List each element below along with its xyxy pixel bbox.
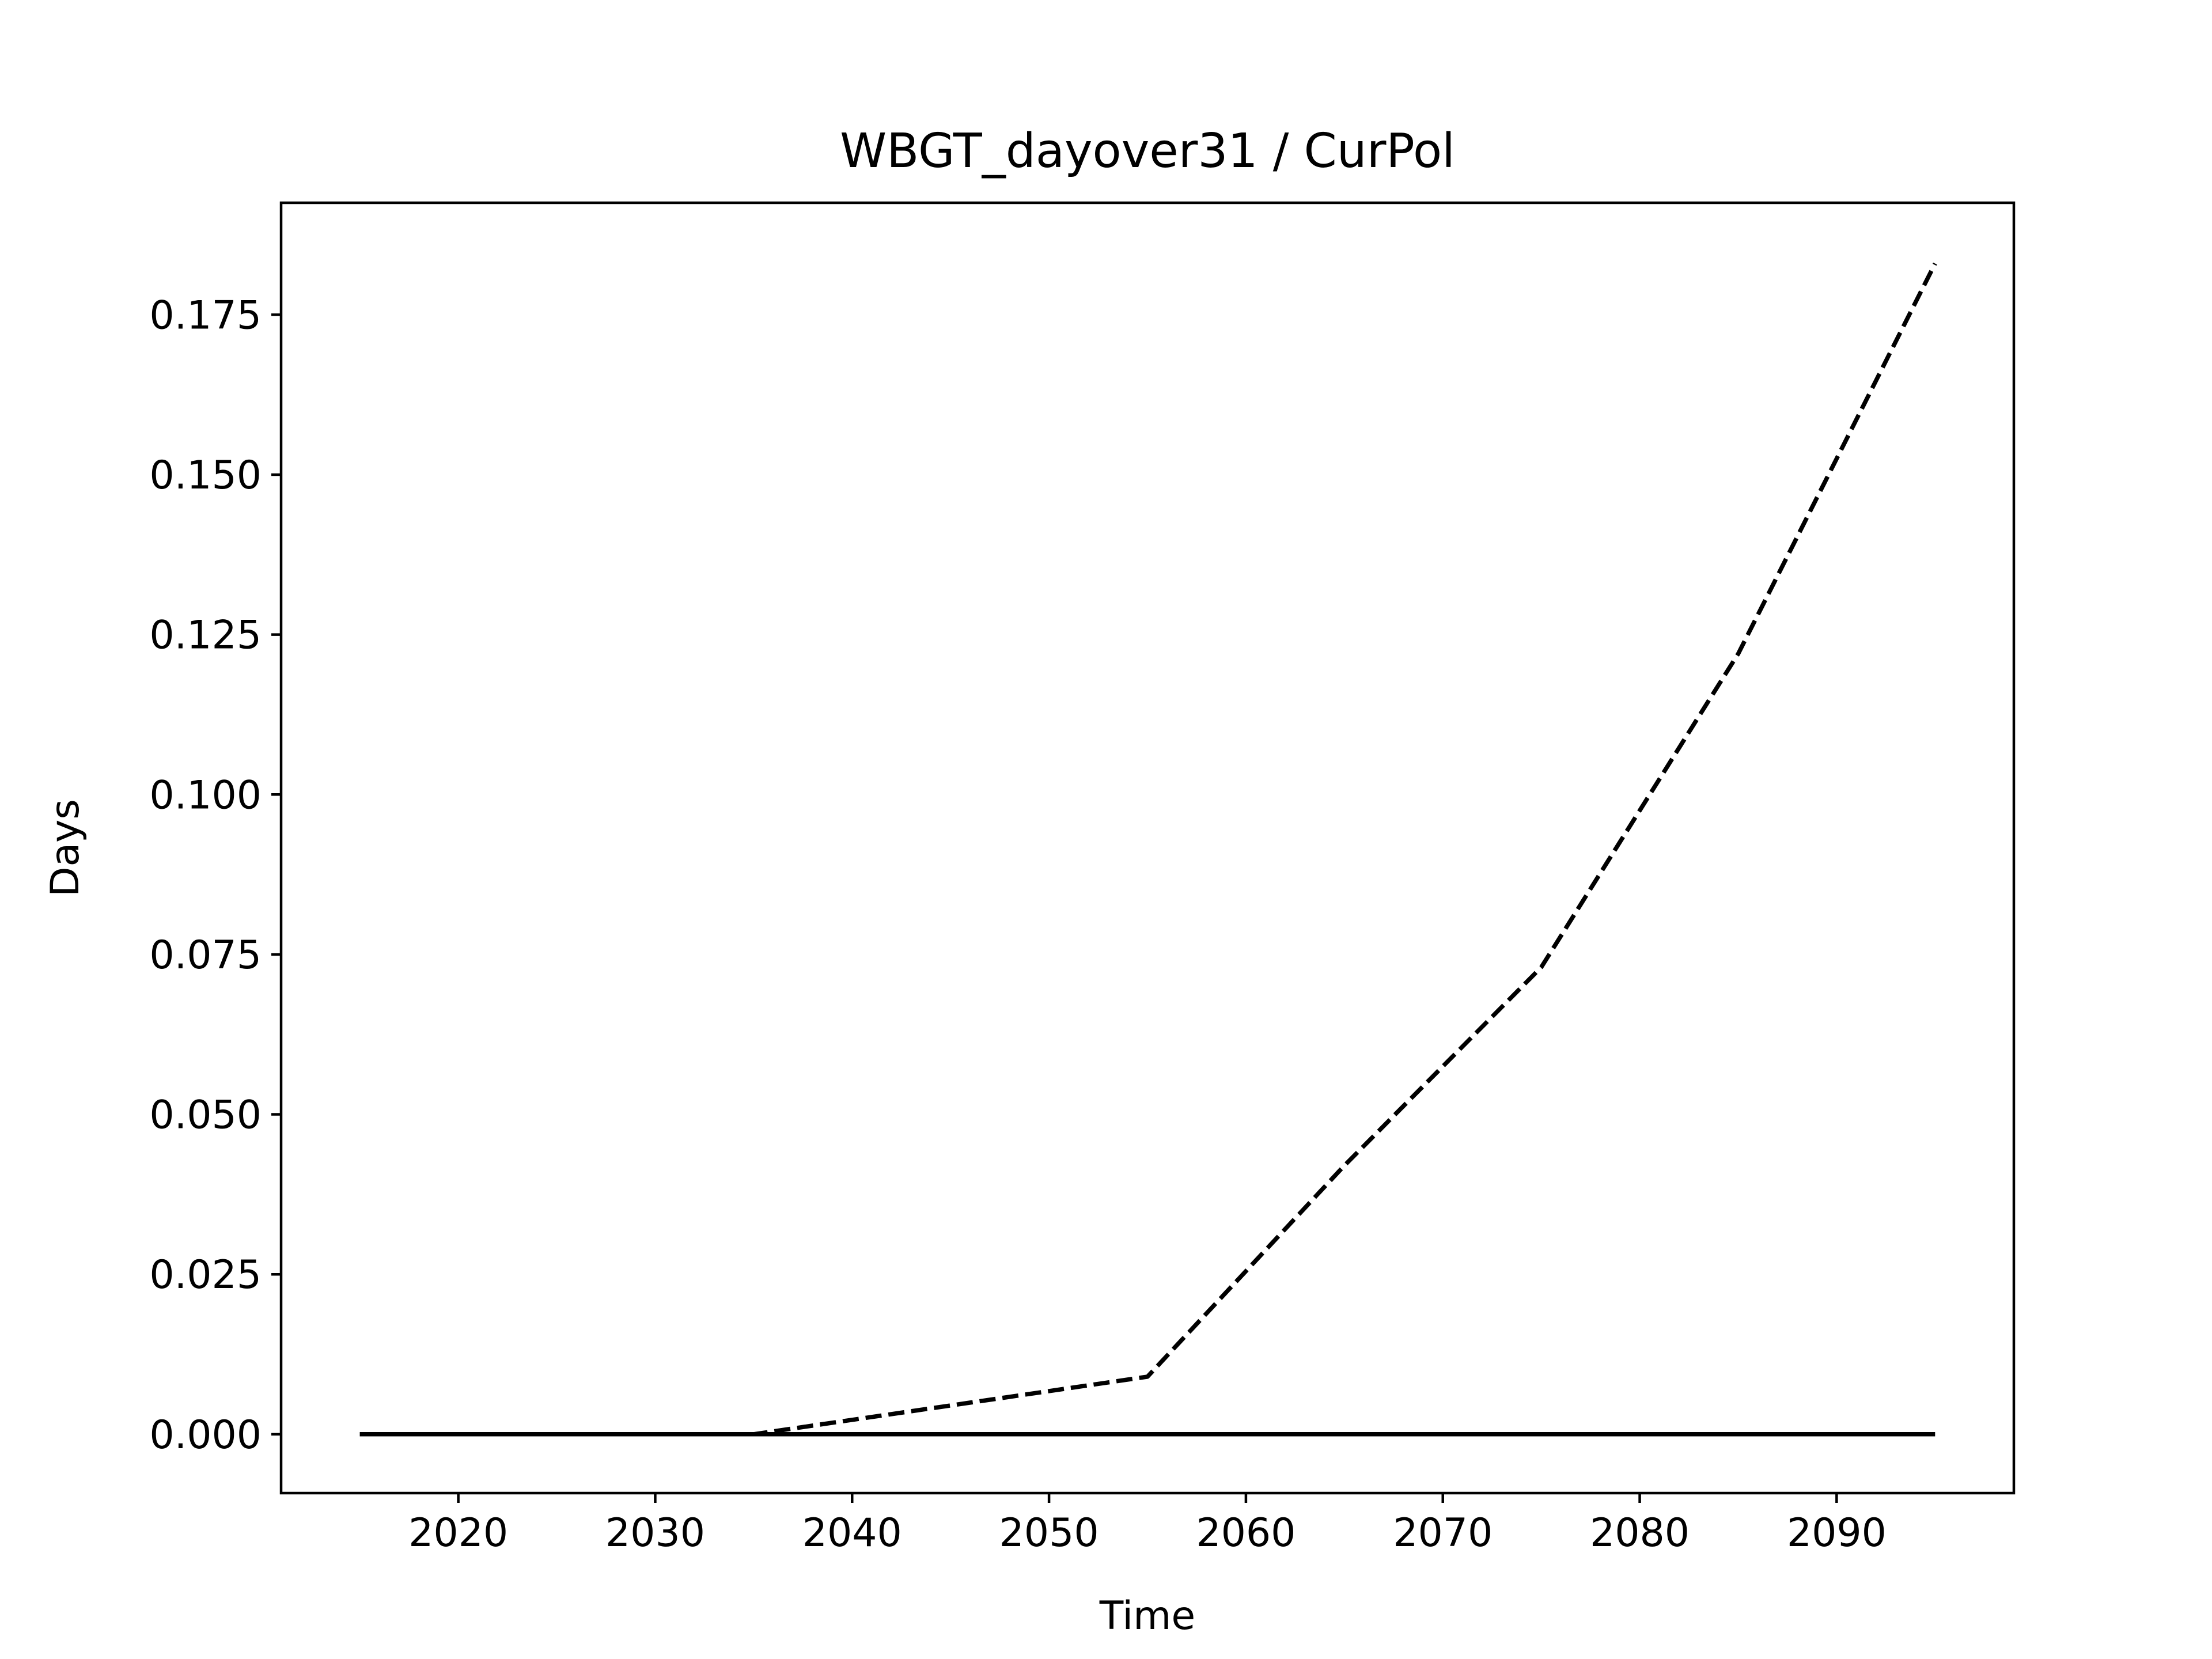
x-tick-label: 2020 bbox=[408, 1510, 508, 1556]
x-axis-label: Time bbox=[1099, 1593, 1195, 1639]
chart-title: WBGT_dayover31 / CurPol bbox=[840, 124, 1455, 179]
plot-frame bbox=[279, 201, 2016, 1495]
x-tick-label: 2050 bbox=[999, 1510, 1099, 1556]
series-layer bbox=[359, 262, 1937, 1437]
y-axis: 0.000 0.025 0.050 0.075 0.100 0.125 0.150 0.175 bbox=[149, 293, 281, 1458]
y-tick-label: 0.075 bbox=[149, 933, 262, 978]
x-tick-label: 2040 bbox=[802, 1510, 902, 1556]
x-tick-label: 2030 bbox=[605, 1510, 705, 1556]
x-axis: 2020 2030 2040 2050 2060 2070 2080 2090 bbox=[408, 1493, 1887, 1556]
y-tick-label: 0.000 bbox=[149, 1412, 262, 1458]
y-tick-label: 0.050 bbox=[149, 1093, 262, 1138]
y-axis-label: Days bbox=[43, 799, 88, 897]
y-tick-label: 0.025 bbox=[149, 1252, 262, 1298]
y-tick-label: 0.125 bbox=[149, 613, 262, 658]
x-tick-label: 2080 bbox=[1590, 1510, 1690, 1556]
y-tick-label: 0.150 bbox=[149, 453, 262, 498]
x-tick-label: 2060 bbox=[1196, 1510, 1296, 1556]
y-tick-label: 0.100 bbox=[149, 772, 262, 818]
y-tick-label: 0.175 bbox=[149, 293, 262, 338]
x-tick-label: 2090 bbox=[1787, 1510, 1887, 1556]
x-tick-label: 2070 bbox=[1393, 1510, 1493, 1556]
